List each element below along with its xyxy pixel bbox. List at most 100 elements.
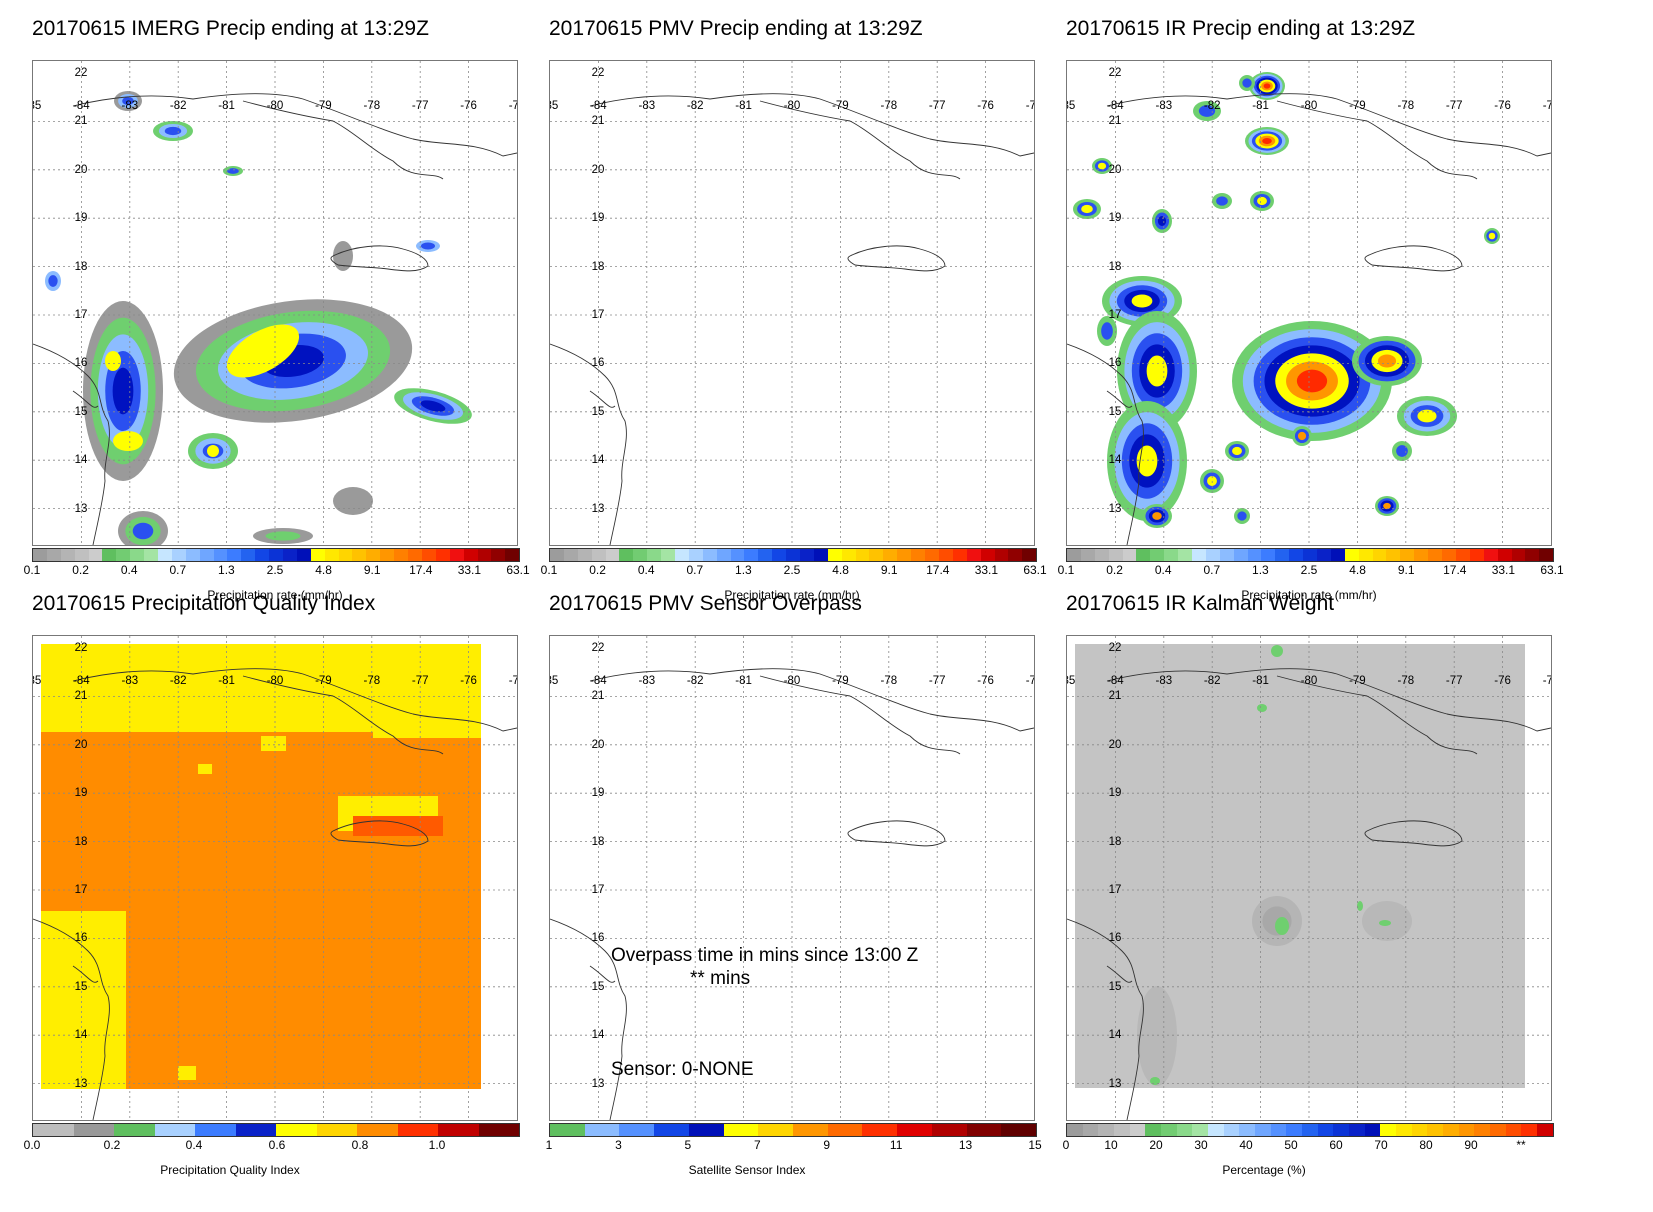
colorbar-swatch xyxy=(994,549,1009,561)
colorbar-tick-label: 0.2 xyxy=(1106,563,1123,577)
lon-tick-label: -79 xyxy=(1349,100,1366,112)
colorbar-swatch xyxy=(730,549,745,561)
lon-tick-label: -83 xyxy=(121,100,139,112)
colorbar-swatch xyxy=(269,549,284,561)
colorbar xyxy=(1066,1123,1554,1137)
colorbar-swatch xyxy=(1317,549,1331,561)
colorbar-swatch xyxy=(1098,1124,1115,1136)
lon-tick-label: -75 xyxy=(1542,675,1551,687)
lon-tick-label: -76 xyxy=(1494,675,1511,687)
colorbar-swatch xyxy=(925,549,939,561)
colorbar-swatch xyxy=(758,549,773,561)
lon-tick-label: -84 xyxy=(1107,100,1124,112)
colorbar-tick-label: 2.5 xyxy=(783,563,801,577)
lon-tick-label: -83 xyxy=(121,675,139,687)
colorbar-title: Percentage (%) xyxy=(1222,1163,1306,1177)
colorbar-swatch xyxy=(1067,549,1081,561)
colorbar-tick-label: 5 xyxy=(684,1138,692,1152)
colorbar-tick-label: 13 xyxy=(958,1138,973,1152)
lon-tick-label: -85 xyxy=(550,675,559,687)
colorbar-tick-label: 0.2 xyxy=(589,563,606,577)
colorbar-swatch xyxy=(477,549,492,561)
colorbar-swatch xyxy=(130,549,145,561)
colorbar xyxy=(1066,548,1554,562)
colorbar-ticks: 0 10 20 30 40 50 60 70 80 90 ** xyxy=(1062,1138,1552,1154)
colorbar-swatch xyxy=(1539,549,1554,561)
colorbar-swatch xyxy=(1233,549,1248,561)
lon-tick-label: -84 xyxy=(73,100,90,112)
lon-tick-label: -82 xyxy=(686,100,704,112)
colorbar-tick-label: 9.1 xyxy=(880,563,898,577)
lon-tick-label: -79 xyxy=(1349,675,1366,687)
lon-tick-label: -78 xyxy=(1397,675,1415,687)
colorbar-swatch xyxy=(1178,549,1193,561)
colorbar-tick-label: 33.1 xyxy=(457,563,482,577)
colorbar-swatch xyxy=(276,1124,317,1136)
lat-tick-label: 21 xyxy=(1108,115,1122,128)
colorbar-swatch xyxy=(619,549,634,561)
lat-tick-label: 20 xyxy=(591,738,605,751)
lon-tick-label: -81 xyxy=(1252,675,1269,687)
colorbar-tick-label: 90 xyxy=(1464,1138,1478,1152)
colorbar-swatch xyxy=(46,549,61,561)
colorbar-swatch xyxy=(102,549,117,561)
lat-tick-label: 18 xyxy=(1108,260,1122,273)
colorbar-tick-label: 0.0 xyxy=(23,1138,41,1152)
lon-tick-label: -82 xyxy=(1203,100,1221,112)
lat-tick-label: 15 xyxy=(74,980,88,993)
colorbar-swatch xyxy=(1082,1124,1099,1136)
lon-tick-label: -75 xyxy=(1025,100,1034,112)
colorbar-swatch xyxy=(1094,549,1109,561)
colorbar-swatch xyxy=(584,1124,620,1136)
lon-tick-label: -76 xyxy=(977,100,994,112)
colorbar-swatch xyxy=(591,549,606,561)
chart-panel-2: 20170615 PMV Precip ending at 13:29Z 22 21… xyxy=(541,17,1089,607)
lat-tick-label: 18 xyxy=(74,835,88,848)
colorbar-swatch xyxy=(235,1124,276,1136)
lat-tick-label: 16 xyxy=(591,357,605,370)
lon-tick-label: -80 xyxy=(1300,100,1318,112)
colorbar-swatch xyxy=(688,549,703,561)
colorbar-swatch xyxy=(1333,1124,1350,1136)
colorbar-swatch xyxy=(1400,549,1415,561)
lat-tick-label: 16 xyxy=(1108,932,1122,945)
colorbar-swatch xyxy=(1145,1124,1162,1136)
colorbar-tick-label: 33.1 xyxy=(974,563,999,577)
lon-tick-label: -85 xyxy=(33,100,42,112)
map-plot-area: 2221201918171615141312-85-84-83-82-81-80… xyxy=(32,635,518,1121)
colorbar xyxy=(549,548,1037,562)
colorbar-swatch xyxy=(605,549,620,561)
lon-tick-label: -84 xyxy=(590,675,607,687)
lat-tick-label: 22 xyxy=(74,642,88,654)
colorbar-tick-label: 0 xyxy=(1062,1138,1070,1152)
map-svg xyxy=(33,636,517,1120)
panel-title: 20170615 IR Kalman Weight xyxy=(1066,592,1335,615)
colorbar-tick-label: 1.3 xyxy=(218,563,235,577)
lon-tick-label: -77 xyxy=(1445,100,1463,112)
colorbar-tick-label: 30 xyxy=(1194,1138,1208,1152)
colorbar-tick-label: 70 xyxy=(1374,1138,1388,1152)
lon-tick-label: -75 xyxy=(508,675,517,687)
colorbar-tick-label: 9.1 xyxy=(363,563,381,577)
colorbar xyxy=(32,548,520,562)
colorbar-tick-label: 0.4 xyxy=(185,1138,203,1152)
colorbar-swatch xyxy=(1380,1124,1397,1136)
colorbar-tick-label: 0.6 xyxy=(268,1138,286,1152)
colorbar-swatch xyxy=(1505,1124,1522,1136)
colorbar-tick-label: 1.3 xyxy=(1252,563,1269,577)
lon-tick-label: -75 xyxy=(1542,100,1551,112)
colorbar-swatch xyxy=(1349,1124,1365,1136)
colorbar-swatch xyxy=(1303,549,1318,561)
colorbar-tick-label: 63.1 xyxy=(506,563,530,577)
colorbar-swatch xyxy=(1161,1124,1177,1136)
lat-tick-label: 18 xyxy=(74,260,88,273)
chart-panel-6: 20170615 IR Kalman Weight 22 21 20 19 18 17 16 1… xyxy=(1062,592,1606,1182)
colorbar-tick-label: 15 xyxy=(1028,1138,1042,1152)
lon-tick-label: -83 xyxy=(638,675,656,687)
lat-tick-label: 15 xyxy=(1108,405,1122,418)
colorbar-swatch xyxy=(1525,549,1540,561)
colorbar-swatch xyxy=(827,549,842,561)
colorbar-tick-label: 17.4 xyxy=(409,563,433,577)
colorbar-swatch xyxy=(1022,549,1037,561)
colorbar-swatch xyxy=(550,549,564,561)
